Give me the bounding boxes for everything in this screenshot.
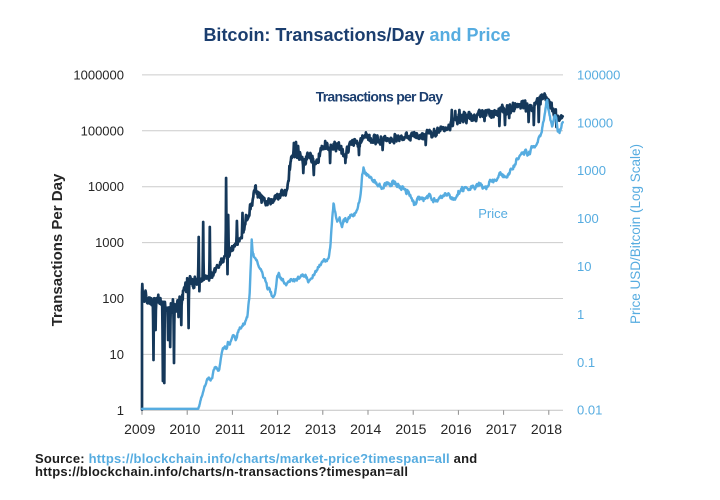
svg-text:1000000: 1000000 — [73, 67, 124, 82]
svg-text:0.1: 0.1 — [577, 355, 595, 370]
svg-text:1: 1 — [577, 307, 584, 322]
svg-text:100: 100 — [577, 211, 599, 226]
svg-text:Price USD/Bitcoin (Log Scale): Price USD/Bitcoin (Log Scale) — [628, 144, 643, 324]
svg-text:10000: 10000 — [88, 179, 124, 194]
svg-text:1000: 1000 — [577, 163, 606, 178]
svg-text:10000: 10000 — [577, 115, 613, 130]
svg-text:0.01: 0.01 — [577, 403, 602, 418]
svg-text:2010: 2010 — [169, 421, 200, 437]
svg-text:Transactions per Day: Transactions per Day — [316, 89, 444, 105]
svg-text:Transactions Per Day: Transactions Per Day — [49, 173, 66, 326]
svg-text:1: 1 — [117, 403, 124, 418]
svg-text:100000: 100000 — [577, 67, 620, 82]
svg-text:2011: 2011 — [215, 421, 245, 437]
svg-text:Price: Price — [478, 206, 508, 221]
svg-text:2014: 2014 — [350, 421, 381, 437]
svg-text:10: 10 — [577, 259, 591, 274]
svg-text:10: 10 — [110, 347, 124, 362]
svg-text:2013: 2013 — [305, 421, 336, 437]
svg-text:2015: 2015 — [395, 421, 426, 437]
svg-text:1000: 1000 — [95, 235, 124, 250]
svg-text:2017: 2017 — [486, 421, 517, 437]
svg-text:100000: 100000 — [81, 123, 124, 138]
svg-text:2009: 2009 — [124, 421, 155, 437]
svg-text:2016: 2016 — [441, 421, 472, 437]
svg-text:2018: 2018 — [531, 421, 562, 437]
svg-text:100: 100 — [102, 291, 124, 306]
svg-text:2012: 2012 — [260, 421, 291, 437]
